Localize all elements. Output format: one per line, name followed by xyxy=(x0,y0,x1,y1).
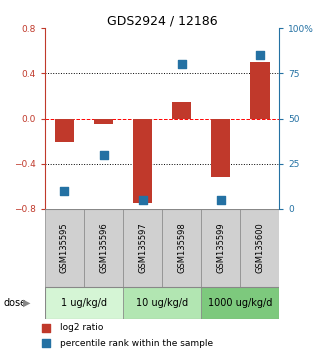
Bar xyxy=(45,209,84,287)
Bar xyxy=(123,209,162,287)
Bar xyxy=(240,209,279,287)
Text: log2 ratio: log2 ratio xyxy=(60,323,104,332)
Bar xyxy=(201,209,240,287)
Bar xyxy=(172,102,191,119)
Point xyxy=(179,62,184,67)
Bar xyxy=(84,209,123,287)
Bar xyxy=(123,287,201,319)
Bar xyxy=(201,287,279,319)
Text: 10 ug/kg/d: 10 ug/kg/d xyxy=(136,298,188,308)
Point xyxy=(43,325,48,330)
Text: GSM135600: GSM135600 xyxy=(255,222,264,273)
Point xyxy=(62,188,67,194)
Text: GSM135599: GSM135599 xyxy=(216,222,225,273)
Bar xyxy=(162,209,201,287)
Text: dose: dose xyxy=(3,298,26,308)
Point xyxy=(140,197,145,202)
Text: 1 ug/kg/d: 1 ug/kg/d xyxy=(61,298,107,308)
Text: 1000 ug/kg/d: 1000 ug/kg/d xyxy=(208,298,273,308)
Text: GSM135598: GSM135598 xyxy=(177,222,186,273)
Bar xyxy=(94,119,113,124)
Text: ▶: ▶ xyxy=(23,298,30,308)
Bar xyxy=(55,119,74,142)
Bar xyxy=(45,287,123,319)
Point xyxy=(43,341,48,346)
Point xyxy=(101,152,106,158)
Text: GSM135597: GSM135597 xyxy=(138,222,147,273)
Point xyxy=(218,197,223,202)
Point xyxy=(257,53,262,58)
Text: GSM135596: GSM135596 xyxy=(99,222,108,273)
Bar xyxy=(211,119,230,177)
Text: percentile rank within the sample: percentile rank within the sample xyxy=(60,339,213,348)
Bar xyxy=(133,119,152,203)
Bar xyxy=(250,62,270,119)
Title: GDS2924 / 12186: GDS2924 / 12186 xyxy=(107,14,217,27)
Text: GSM135595: GSM135595 xyxy=(60,222,69,273)
